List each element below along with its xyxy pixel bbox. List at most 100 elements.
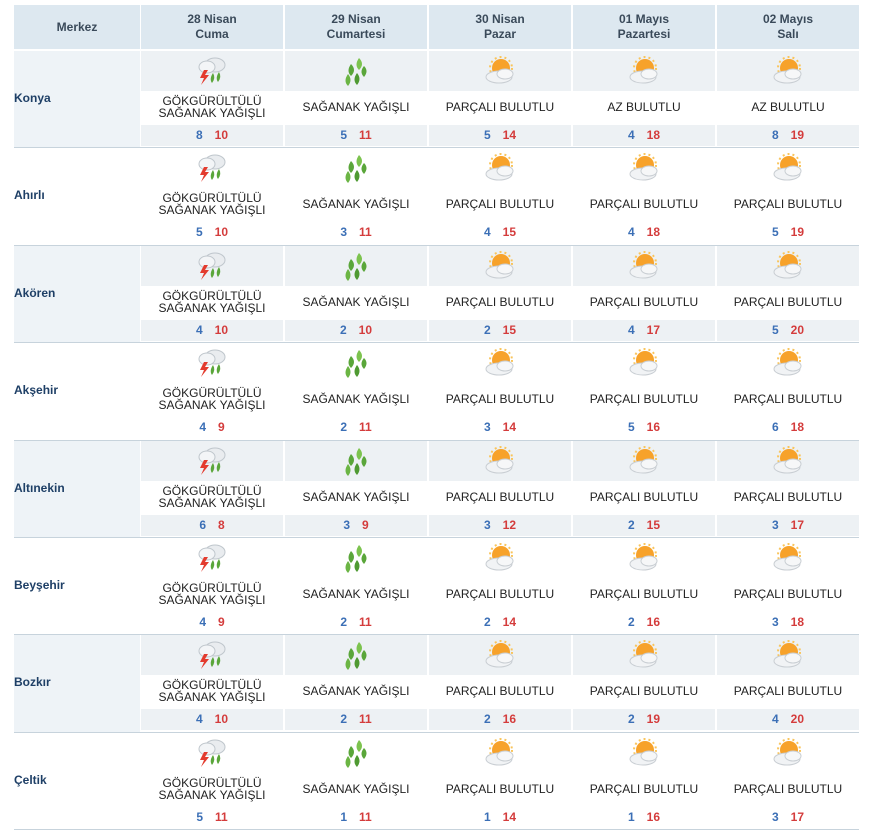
condition-text: GÖKGÜRÜLTÜLÜ SAĞANAK YAĞIŞLI <box>141 675 283 707</box>
temp-high: 19 <box>790 128 805 142</box>
condition-text: SAĞANAK YAĞIŞLI <box>285 675 427 707</box>
condition-text: SAĞANAK YAĞIŞLI <box>285 188 427 220</box>
temperature-range: 4 10 <box>141 319 283 341</box>
header-label: Merkez <box>56 19 98 34</box>
temp-low: 4 <box>627 128 635 142</box>
temp-high: 11 <box>359 225 372 240</box>
temperature-range: 5 16 <box>573 417 715 439</box>
temp-low: 6 <box>199 517 206 532</box>
temp-high: 17 <box>790 517 805 532</box>
condition-text: PARÇALI BULUTLU <box>573 675 715 707</box>
rain-showers-icon <box>285 538 427 578</box>
temp-high: 8 <box>218 517 225 532</box>
temp-low: 4 <box>199 420 206 435</box>
thunderstorm-icon <box>141 538 283 578</box>
condition-text: PARÇALI BULUTLU <box>573 773 715 805</box>
condition-text: GÖKGÜRÜLTÜLÜ SAĞANAK YAĞIŞLI <box>141 773 283 805</box>
condition-line1: GÖKGÜRÜLTÜLÜ <box>162 288 262 303</box>
header-day-2: 29 Nisan Cumartesi <box>285 5 427 49</box>
condition-text: PARÇALI BULUTLU <box>573 286 715 318</box>
condition-text: PARÇALI BULUTLU <box>573 481 715 513</box>
condition-text: GÖKGÜRÜLTÜLÜ SAĞANAK YAĞIŞLI <box>141 188 283 220</box>
temp-high: 11 <box>359 420 372 435</box>
temperature-range: 5 14 <box>429 125 571 146</box>
condition-text: GÖKGÜRÜLTÜLÜ SAĞANAK YAĞIŞLI <box>141 383 283 415</box>
condition-text: SAĞANAK YAĞIŞLI <box>285 286 427 318</box>
header-weekday: Salı <box>777 27 799 41</box>
temperature-range: 3 17 <box>717 514 859 536</box>
header-merkez: Merkez <box>14 5 140 49</box>
temp-high: 10 <box>214 128 229 142</box>
condition-line2: SAĞANAK YAĞIŞLI <box>158 593 266 607</box>
partly-cloudy-icon <box>429 148 571 189</box>
condition-text: PARÇALI BULUTLU <box>717 383 859 415</box>
city-label: Konya <box>14 91 51 105</box>
temperature-range: 4 20 <box>717 709 859 731</box>
temp-low: 2 <box>627 517 635 532</box>
city-background <box>14 245 140 343</box>
temperature-range: 3 17 <box>717 806 859 828</box>
temperature-range: 2 11 <box>285 417 427 439</box>
city-label: Ahırlı <box>14 188 45 203</box>
temp-low: 4 <box>771 712 779 727</box>
condition-line1: PARÇALI BULUTLU <box>445 392 555 407</box>
temp-high: 14 <box>502 420 517 435</box>
condition-line1: PARÇALI BULUTLU <box>589 294 699 309</box>
temp-high: 18 <box>790 615 805 629</box>
condition-line1: PARÇALI BULUTLU <box>733 587 843 601</box>
city-background <box>14 635 140 732</box>
temp-high: 11 <box>359 712 372 727</box>
temp-low: 1 <box>340 809 347 824</box>
condition-text: PARÇALI BULUTLU <box>429 675 571 707</box>
temp-low: 8 <box>195 128 203 142</box>
condition-line1: SAĞANAK YAĞIŞLI <box>302 587 410 601</box>
city-label: Çeltik <box>14 772 47 787</box>
condition-text: PARÇALI BULUTLU <box>429 773 571 805</box>
temperature-range: 5 11 <box>141 806 283 828</box>
condition-line1: AZ BULUTLU <box>607 100 681 114</box>
condition-line1: PARÇALI BULUTLU <box>589 392 699 407</box>
condition-text: SAĞANAK YAĞIŞLI <box>285 773 427 805</box>
temp-high: 12 <box>502 517 517 532</box>
temp-high: 10 <box>214 712 229 727</box>
temp-low: 4 <box>195 712 203 727</box>
temp-low: 2 <box>483 615 491 629</box>
thunderstorm-icon <box>141 635 283 676</box>
temp-low: 4 <box>483 225 491 240</box>
condition-text: SAĞANAK YAĞIŞLI <box>285 578 427 610</box>
temperature-range: 4 18 <box>573 222 715 244</box>
temp-high: 14 <box>502 809 517 824</box>
condition-line1: SAĞANAK YAĞIŞLI <box>302 294 410 309</box>
city-label: Bozkır <box>14 675 51 690</box>
city-label: Beyşehir <box>14 578 65 592</box>
condition-line1: GÖKGÜRÜLTÜLÜ <box>162 94 262 108</box>
condition-text: GÖKGÜRÜLTÜLÜ SAĞANAK YAĞIŞLI <box>141 578 283 610</box>
city-label: Akören <box>14 285 56 300</box>
temperature-range: 2 15 <box>573 514 715 536</box>
condition-line1: SAĞANAK YAĞIŞLI <box>302 489 410 504</box>
temp-high: 10 <box>358 322 373 337</box>
condition-line1: PARÇALI BULUTLU <box>589 197 699 212</box>
temp-low: 1 <box>483 809 491 824</box>
condition-line1: GÖKGÜRÜLTÜLÜ <box>162 483 262 498</box>
condition-text: PARÇALI BULUTLU <box>717 675 859 707</box>
condition-text: PARÇALI BULUTLU <box>429 578 571 610</box>
temperature-range: 5 19 <box>717 222 859 244</box>
condition-text: GÖKGÜRÜLTÜLÜ SAĞANAK YAĞIŞLI <box>141 481 283 513</box>
temp-low: 5 <box>196 809 203 824</box>
temperature-range: 2 14 <box>429 612 571 633</box>
temp-high: 11 <box>359 615 372 629</box>
row-divider <box>14 244 859 246</box>
condition-line1: SAĞANAK YAĞIŞLI <box>302 684 410 699</box>
condition-text: PARÇALI BULUTLU <box>717 773 859 805</box>
temp-low: 5 <box>483 128 491 142</box>
temperature-range: 5 10 <box>141 222 283 244</box>
temp-low: 3 <box>771 809 779 824</box>
city-background <box>14 440 140 537</box>
temperature-range: 2 11 <box>285 709 427 731</box>
temp-low: 5 <box>771 225 779 240</box>
temp-low: 2 <box>483 712 491 727</box>
condition-line1: PARÇALI BULUTLU <box>733 392 843 407</box>
